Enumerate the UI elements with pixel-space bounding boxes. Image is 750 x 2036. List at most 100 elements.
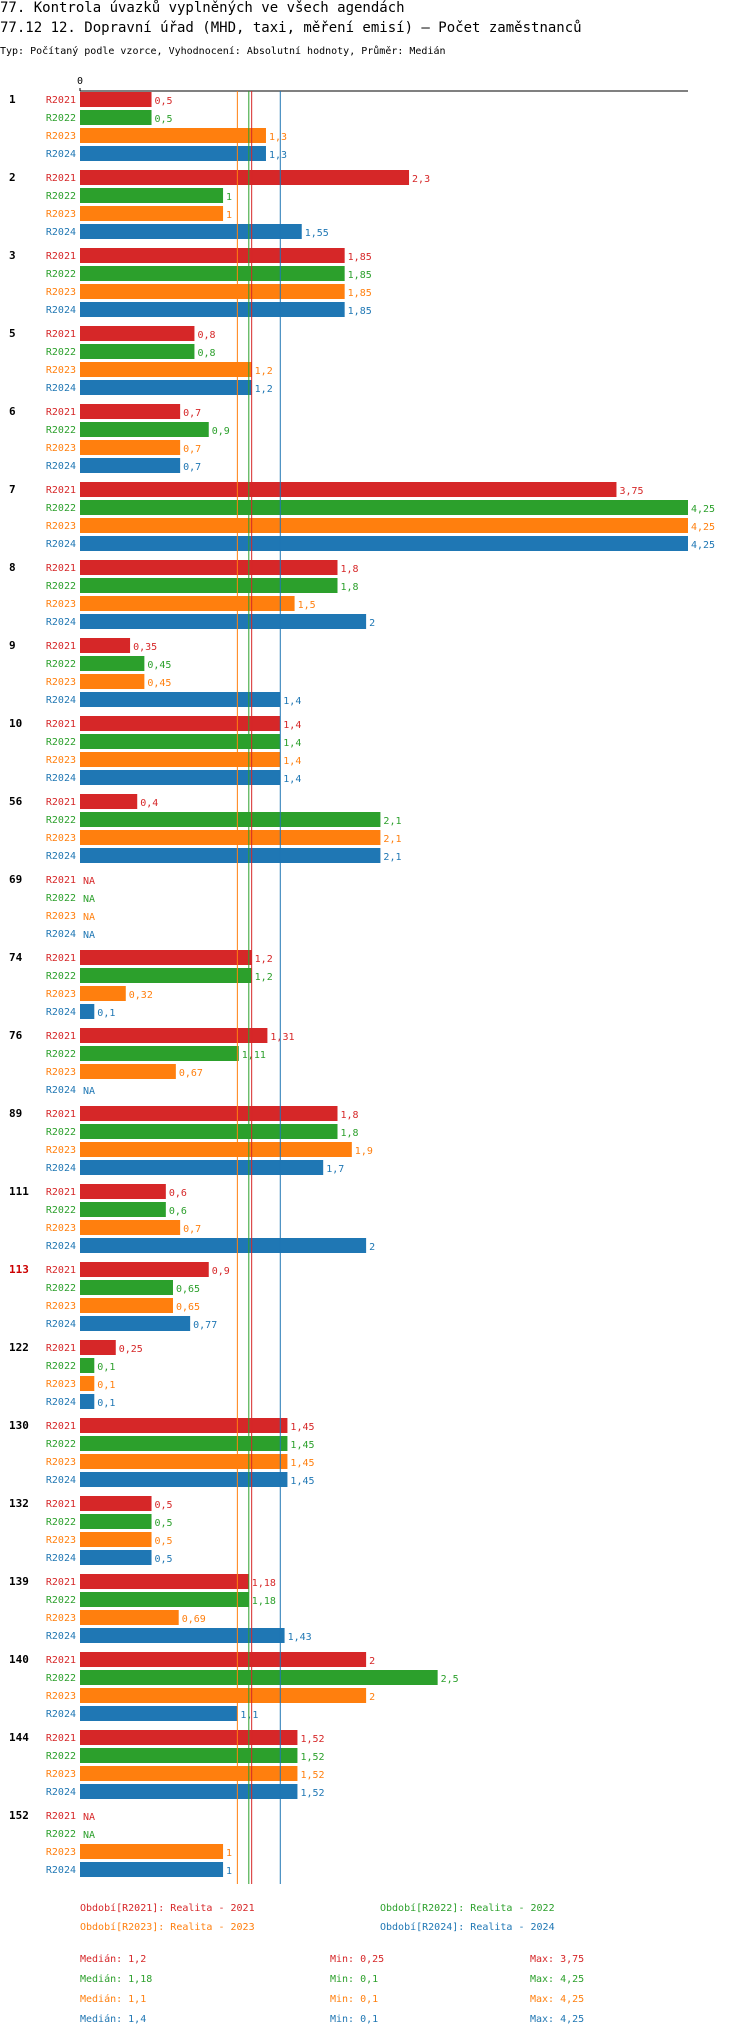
series-row-label: R2021 — [46, 719, 76, 730]
data-label: 1,8 — [341, 582, 359, 593]
series-row-label: R2021 — [46, 563, 76, 574]
data-label: 0,6 — [169, 1206, 187, 1217]
bar-R2021 — [80, 1496, 152, 1511]
bar-R2022 — [80, 188, 224, 203]
bar-R2022 — [80, 1280, 173, 1295]
bar-R2022 — [80, 1670, 438, 1685]
data-label: 1,4 — [283, 774, 301, 785]
data-label: NA — [83, 912, 95, 923]
data-label: 1,52 — [300, 1788, 324, 1799]
bar-R2023 — [80, 986, 126, 1001]
bar-R2023 — [80, 440, 181, 455]
data-label: 1,18 — [252, 1596, 276, 1607]
series-row-label: R2024 — [46, 617, 76, 628]
series-row-label: R2022 — [46, 1751, 76, 1762]
data-label: 1,4 — [283, 738, 301, 749]
series-row-label: R2022 — [46, 1049, 76, 1060]
bar-R2022 — [80, 656, 145, 671]
bar-R2022 — [80, 1514, 152, 1529]
chart-subtitle: 77.12 12. Dopravní úřad (MHD, taxi, měře… — [0, 20, 582, 36]
data-label: 2,1 — [383, 816, 401, 827]
data-label: 0,5 — [155, 1536, 173, 1547]
data-label: 1,8 — [341, 564, 359, 575]
series-row-label: R2024 — [46, 851, 76, 862]
bar-R2024 — [80, 1238, 367, 1253]
series-row-label: R2022 — [46, 1127, 76, 1138]
bar-R2024 — [80, 1862, 224, 1877]
bar-R2023 — [80, 1298, 173, 1313]
data-label: 1,45 — [290, 1476, 314, 1487]
bar-R2021 — [80, 1652, 367, 1667]
series-row-label: R2022 — [46, 1439, 76, 1450]
legend-entry: Období[R2022]: Realita - 2022 — [380, 1902, 555, 1914]
data-label: 1 — [226, 192, 232, 203]
bar-R2024 — [80, 848, 381, 863]
bar-R2021 — [80, 950, 252, 965]
data-label: 1,85 — [348, 270, 372, 281]
category-label: 113 — [9, 1263, 29, 1276]
data-label: 0,65 — [176, 1302, 200, 1313]
data-label: 1,45 — [290, 1458, 314, 1469]
bar-R2024 — [80, 1472, 288, 1487]
data-label: 1,52 — [300, 1770, 324, 1781]
category-label: 56 — [9, 795, 23, 808]
bar-R2021 — [80, 794, 138, 809]
series-row-label: R2023 — [46, 677, 76, 688]
data-label: 1,4 — [283, 696, 301, 707]
bar-R2024 — [80, 146, 266, 161]
data-label: NA — [83, 894, 95, 905]
data-label: 1,45 — [290, 1440, 314, 1451]
series-row-label: R2021 — [46, 1421, 76, 1432]
data-label: 0,35 — [133, 642, 157, 653]
series-row-label: R2022 — [46, 191, 76, 202]
bar-R2023 — [80, 518, 688, 533]
series-row-label: R2022 — [46, 269, 76, 280]
bar-R2021 — [80, 1418, 288, 1433]
data-label: 0,7 — [183, 1224, 201, 1235]
bar-R2023 — [80, 1766, 298, 1781]
bar-R2021 — [80, 638, 131, 653]
bar-R2021 — [80, 170, 410, 185]
bar-R2023 — [80, 206, 224, 221]
series-row-label: R2022 — [46, 503, 76, 514]
data-label: 2 — [369, 1656, 375, 1667]
bar-R2021 — [80, 1028, 268, 1043]
series-row-label: R2021 — [46, 407, 76, 418]
bar-R2021 — [80, 1262, 209, 1277]
data-label: 1,1 — [240, 1710, 258, 1721]
bar-R2024 — [80, 458, 181, 473]
bar-R2021 — [80, 1106, 338, 1121]
series-row-label: R2023 — [46, 1067, 76, 1078]
category-label: 144 — [9, 1731, 29, 1744]
data-label: 1,11 — [242, 1050, 266, 1061]
category-label: 74 — [9, 951, 23, 964]
data-label: NA — [83, 1812, 95, 1823]
data-label: NA — [83, 876, 95, 887]
category-label: 5 — [9, 327, 16, 340]
data-label: 0,1 — [97, 1362, 115, 1373]
series-row-label: R2023 — [46, 1769, 76, 1780]
bar-R2024 — [80, 1550, 152, 1565]
bar-R2022 — [80, 1592, 249, 1607]
stat-min: Min: 0,1 — [330, 1994, 378, 2005]
bar-R2024 — [80, 1394, 95, 1409]
series-row-label: R2022 — [46, 1283, 76, 1294]
data-label: 0,5 — [155, 114, 173, 125]
data-label: 2,1 — [383, 852, 401, 863]
data-label: 0,7 — [183, 444, 201, 455]
category-label: 7 — [9, 483, 16, 496]
bar-R2022 — [80, 1124, 338, 1139]
bar-R2022 — [80, 500, 688, 515]
bar-R2023 — [80, 1220, 181, 1235]
x-axis-tick-label: 0 — [77, 76, 83, 87]
series-row-label: R2022 — [46, 893, 76, 904]
stat-max: Max: 4,25 — [530, 1974, 584, 1985]
category-label: 76 — [9, 1029, 23, 1042]
bar-R2024 — [80, 1706, 238, 1721]
series-row-label: R2022 — [46, 1673, 76, 1684]
data-label: 0,1 — [97, 1398, 115, 1409]
bar-R2023 — [80, 1376, 95, 1391]
bar-R2024 — [80, 302, 345, 317]
series-row-label: R2021 — [46, 1031, 76, 1042]
series-row-label: R2023 — [46, 833, 76, 844]
